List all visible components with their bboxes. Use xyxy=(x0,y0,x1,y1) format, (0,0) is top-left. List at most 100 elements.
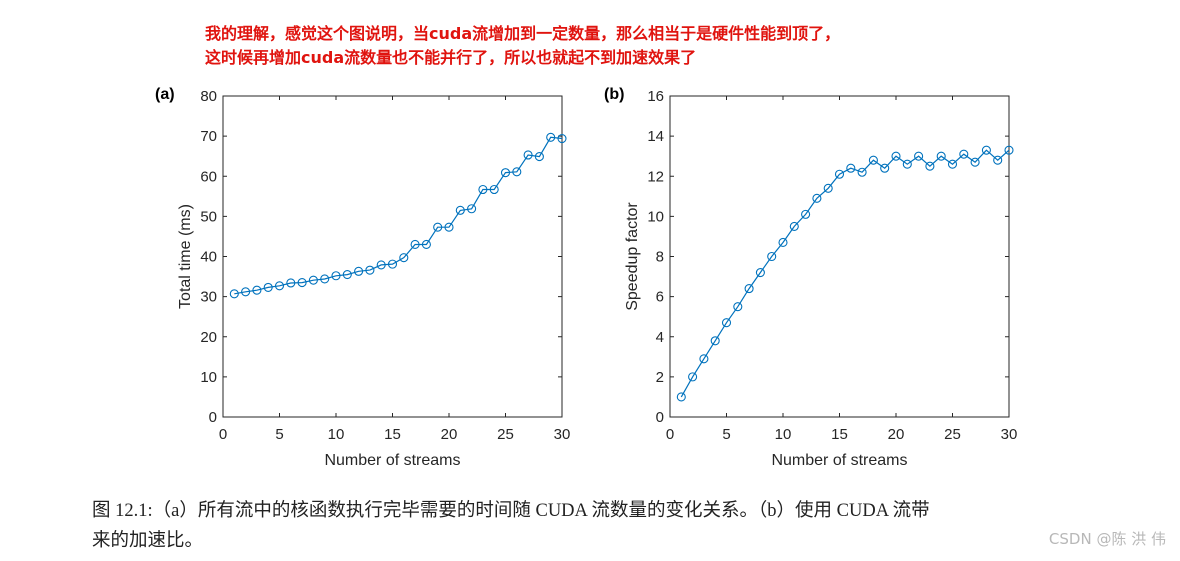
data-point xyxy=(981,145,991,155)
data-point xyxy=(868,155,878,165)
x-tick-label: 30 xyxy=(554,426,571,443)
y-tick-label: 0 xyxy=(209,409,217,426)
data-point xyxy=(970,157,980,167)
series-line xyxy=(680,149,1010,398)
data-point xyxy=(733,302,743,312)
data-point xyxy=(444,222,454,232)
caption-line-2: 来的加速比。 xyxy=(92,531,204,551)
data-point xyxy=(365,265,375,275)
x-tick-label: 15 xyxy=(831,426,848,443)
data-point xyxy=(902,159,912,169)
x-tick-label: 0 xyxy=(219,426,227,443)
data-point xyxy=(947,159,958,169)
y-tick-label: 50 xyxy=(200,208,217,225)
y-tick-label: 20 xyxy=(200,329,217,346)
data-point xyxy=(478,184,488,195)
data-point xyxy=(959,149,969,159)
x-axis-label: Number of streams xyxy=(771,452,907,469)
y-tick-label: 80 xyxy=(200,88,217,105)
data-point xyxy=(455,205,465,215)
data-point xyxy=(546,132,556,142)
y-tick-label: 70 xyxy=(200,128,217,145)
data-point xyxy=(500,168,511,178)
x-tick-label: 25 xyxy=(944,426,961,443)
data-point xyxy=(297,278,307,288)
x-tick-label: 10 xyxy=(775,426,792,443)
y-tick-label: 8 xyxy=(656,249,664,266)
y-tick-label: 10 xyxy=(200,369,217,386)
x-tick-label: 15 xyxy=(384,426,401,443)
data-point xyxy=(789,221,799,231)
data-point xyxy=(331,271,341,281)
data-point xyxy=(891,151,901,161)
data-point xyxy=(286,278,296,288)
annotation-line-2: 这时候再增加cuda流数量也不能并行了，所以也就起不到加速效果了 xyxy=(205,48,697,67)
data-point xyxy=(399,253,409,263)
data-point xyxy=(241,287,251,297)
data-point xyxy=(755,267,765,278)
y-axis-label: Speedup factor xyxy=(624,202,641,311)
x-tick-label: 20 xyxy=(888,426,905,443)
red-annotation: 我的理解，感觉这个图说明，当cuda流增加到一定数量，那么相当于是硬件性能到顶了… xyxy=(205,22,840,70)
data-point xyxy=(1004,145,1014,155)
data-point xyxy=(880,163,890,173)
data-point xyxy=(557,133,567,144)
data-point xyxy=(823,183,833,193)
data-point xyxy=(801,209,811,219)
data-point xyxy=(387,259,398,269)
data-point xyxy=(433,222,443,232)
data-point xyxy=(489,184,499,195)
watermark: CSDN @陈 洪 伟 xyxy=(1048,530,1166,548)
data-point xyxy=(263,282,273,292)
panel-label: (b) xyxy=(604,86,624,103)
y-tick-label: 0 xyxy=(656,409,664,426)
y-tick-label: 40 xyxy=(200,249,217,266)
data-point xyxy=(512,167,522,177)
x-tick-label: 20 xyxy=(441,426,458,443)
data-point xyxy=(354,266,364,276)
data-point xyxy=(467,204,477,214)
data-point xyxy=(688,372,698,382)
series-line xyxy=(234,136,563,295)
caption-line-1: 图 12.1:（a）所有流中的核函数执行完毕需要的时间随 CUDA 流数量的变化… xyxy=(92,501,930,521)
y-tick-label: 4 xyxy=(656,329,664,346)
data-point xyxy=(320,274,330,284)
data-point xyxy=(744,284,754,294)
y-tick-label: 30 xyxy=(200,289,217,306)
y-tick-label: 2 xyxy=(656,369,664,386)
data-point xyxy=(812,193,822,203)
panel-label: (a) xyxy=(155,86,175,103)
data-point xyxy=(676,392,686,402)
data-point xyxy=(925,161,935,171)
data-point xyxy=(376,260,386,270)
data-point xyxy=(534,152,544,162)
x-axis-label: Number of streams xyxy=(324,452,460,469)
data-point xyxy=(914,151,924,161)
y-tick-label: 10 xyxy=(647,208,664,225)
y-tick-label: 12 xyxy=(647,168,664,185)
data-point xyxy=(778,237,788,248)
plot-area xyxy=(669,95,1010,418)
y-tick-label: 60 xyxy=(200,168,217,185)
data-point xyxy=(857,167,867,177)
x-tick-label: 5 xyxy=(722,426,730,443)
data-point xyxy=(846,163,856,173)
plot-area xyxy=(222,95,563,418)
data-point xyxy=(252,285,262,295)
data-point xyxy=(993,155,1003,165)
figure-caption: 图 12.1:（a）所有流中的核函数执行完毕需要的时间随 CUDA 流数量的变化… xyxy=(92,496,930,556)
chart-b: 0 5 10 15 20 25 30 0 2 4 6 8 10 12 14 16 Number of strea… xyxy=(604,86,1017,469)
x-tick-label: 10 xyxy=(328,426,345,443)
data-point xyxy=(308,275,318,285)
x-tick-label: 25 xyxy=(497,426,514,443)
data-point xyxy=(410,239,420,250)
data-point xyxy=(342,270,352,280)
annotation-line-1: 我的理解，感觉这个图说明，当cuda流增加到一定数量，那么相当于是硬件性能到顶了… xyxy=(205,24,841,43)
data-point xyxy=(421,239,431,250)
data-point xyxy=(699,354,709,364)
data-point xyxy=(767,251,777,262)
x-tick-label: 30 xyxy=(1001,426,1018,443)
data-point xyxy=(721,318,732,328)
data-point xyxy=(274,281,285,291)
